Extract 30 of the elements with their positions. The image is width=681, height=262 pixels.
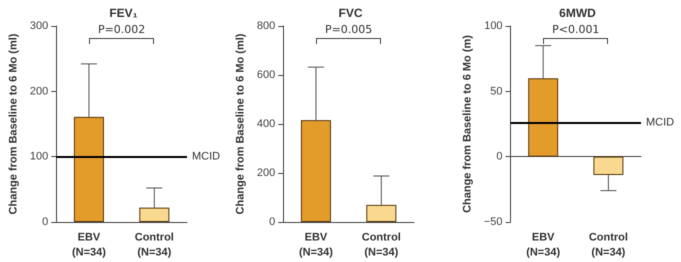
y-axis-title: Change from Baseline to 6 Mo (m) <box>462 34 474 213</box>
y-tick-label: 0 <box>496 150 503 163</box>
y-tick-label: 100 <box>484 20 503 32</box>
x-tick-label: EBV (N=34) <box>526 232 560 258</box>
y-axis-title: Change from Baseline to 6 Mo (ml) <box>234 33 246 214</box>
x-tick-label: Control (N=34) <box>134 232 174 258</box>
ref-line-label: MCID <box>646 116 674 129</box>
chart-title: FEV₁ <box>109 6 138 20</box>
chart-title: FVC <box>338 6 363 20</box>
y-tick-label: 0 <box>42 216 48 228</box>
x-tick-label: Control (N=34) <box>588 232 628 258</box>
y-tick-label: 50 <box>490 85 503 98</box>
y-tick-label: 600 <box>256 69 276 81</box>
x-tick-label: EBV (N=34) <box>72 232 106 258</box>
y-tick-label: −50 <box>484 216 503 228</box>
y-tick-label: 800 <box>256 20 276 32</box>
y-tick-label: 200 <box>30 85 48 98</box>
ref-line-label: MCID <box>192 150 220 163</box>
chart-title: 6MWD <box>559 6 596 20</box>
annotation: P<0.001 <box>552 23 600 36</box>
y-tick-label: 300 <box>30 20 48 32</box>
x-tick-label: Control (N=34) <box>362 232 401 258</box>
y-axis-title: Change from Baseline to 6 Mo (ml) <box>8 33 20 214</box>
x-tick-label: EBV (N=34) <box>298 232 334 258</box>
y-tick-label: 100 <box>30 150 48 163</box>
y-tick-label: 0 <box>269 216 276 228</box>
y-tick-label: 400 <box>256 118 276 130</box>
annotation: P=0.005 <box>324 23 372 36</box>
y-tick-label: 200 <box>256 167 276 179</box>
annotation: P=0.002 <box>98 23 146 36</box>
